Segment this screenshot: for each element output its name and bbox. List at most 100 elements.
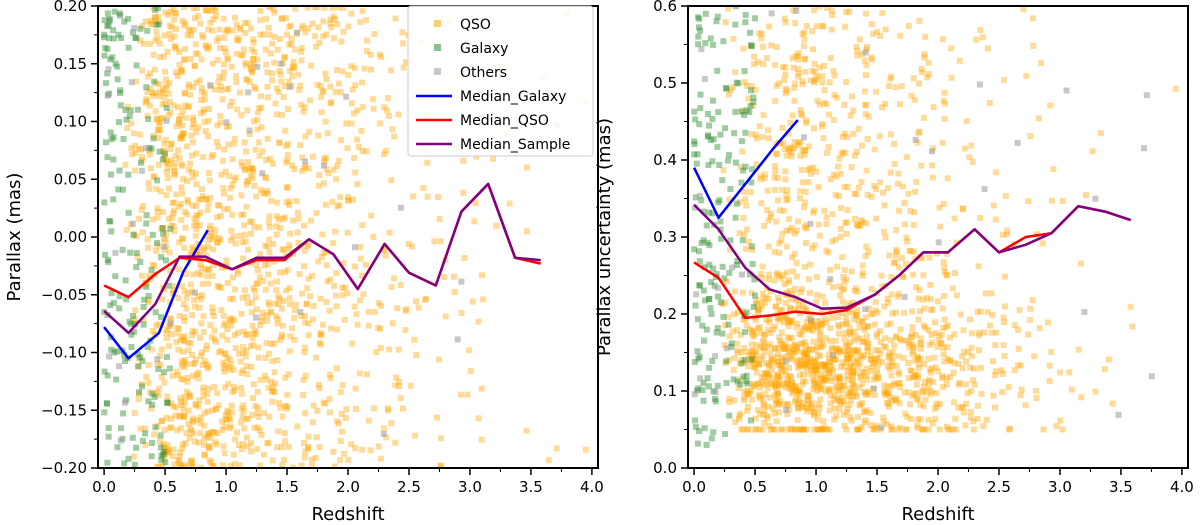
- uncertainty-qso-point: [782, 85, 789, 92]
- parallax-qso-point: [177, 449, 183, 456]
- parallax-galaxy-point: [116, 293, 123, 300]
- uncertainty-qso-point: [776, 334, 783, 341]
- uncertainty-qso-point: [731, 355, 738, 362]
- parallax-qso-point: [137, 37, 144, 44]
- uncertainty-galaxy-point: [719, 177, 726, 184]
- uncertainty-qso-point: [793, 6, 800, 10]
- parallax-qso-point: [153, 80, 160, 87]
- uncertainty-qso-point: [977, 214, 984, 221]
- uncertainty-qso-point: [819, 73, 826, 80]
- uncertainty-qso-point: [826, 407, 833, 414]
- parallax-qso-point: [315, 24, 322, 31]
- parallax-qso-point: [198, 296, 204, 303]
- parallax-qso-point: [176, 325, 182, 332]
- uncertainty-qso-point: [865, 391, 872, 398]
- uncertainty-qso-point: [811, 125, 817, 132]
- parallax-galaxy-point: [106, 218, 113, 225]
- uncertainty-qso-point: [764, 207, 771, 214]
- uncertainty-y-tick-label: 0.2: [653, 305, 677, 323]
- parallax-qso-point: [234, 35, 241, 41]
- parallax-galaxy-point: [157, 432, 164, 439]
- parallax-qso-point: [274, 199, 281, 206]
- uncertainty-qso-point: [734, 349, 741, 356]
- parallax-qso-point: [334, 162, 341, 169]
- parallax-qso-point: [478, 436, 485, 443]
- uncertainty-qso-point: [917, 308, 923, 315]
- uncertainty-qso-point: [910, 75, 917, 82]
- uncertainty-qso-point: [797, 106, 804, 113]
- parallax-qso-point: [139, 157, 146, 164]
- uncertainty-qso-point: [774, 371, 781, 378]
- parallax-qso-point: [301, 165, 308, 172]
- parallax-qso-point: [254, 109, 261, 116]
- parallax-galaxy-point: [138, 159, 144, 166]
- parallax-galaxy-point: [154, 240, 160, 246]
- parallax-qso-point: [142, 18, 149, 25]
- parallax-qso-point: [250, 395, 256, 402]
- uncertainty-qso-point: [819, 121, 826, 127]
- parallax-qso-point: [179, 190, 186, 197]
- parallax-qso-point: [188, 427, 195, 434]
- uncertainty-qso-point: [843, 276, 850, 283]
- parallax-qso-point: [217, 119, 224, 126]
- uncertainty-qso-point: [768, 356, 775, 363]
- uncertainty-galaxy-point: [720, 38, 727, 45]
- parallax-qso-point: [269, 398, 276, 405]
- legend-marker-others: [434, 68, 441, 75]
- uncertainty-qso-point: [971, 381, 978, 388]
- uncertainty-qso-point: [951, 331, 958, 338]
- uncertainty-qso-point: [791, 383, 798, 390]
- uncertainty-qso-point: [870, 31, 877, 38]
- parallax-qso-point: [166, 449, 173, 456]
- parallax-qso-point: [386, 346, 393, 353]
- uncertainty-qso-point: [885, 299, 892, 306]
- parallax-qso-point: [144, 89, 151, 95]
- parallax-qso-point: [195, 240, 202, 247]
- parallax-qso-point: [179, 236, 186, 243]
- parallax-qso-point: [210, 152, 217, 158]
- uncertainty-qso-point: [778, 382, 785, 389]
- uncertainty-galaxy-point: [722, 431, 728, 437]
- uncertainty-qso-point: [888, 426, 895, 433]
- uncertainty-qso-point: [849, 378, 856, 384]
- uncertainty-qso-point: [806, 401, 813, 408]
- uncertainty-galaxy-point: [691, 141, 698, 148]
- parallax-others-point: [163, 117, 170, 124]
- parallax-qso-point: [184, 378, 191, 385]
- parallax-qso-point: [402, 327, 409, 334]
- uncertainty-qso-point: [867, 355, 874, 362]
- parallax-qso-point: [475, 415, 482, 422]
- parallax-qso-point: [204, 398, 211, 405]
- uncertainty-qso-point: [868, 310, 875, 317]
- parallax-qso-point: [220, 313, 227, 320]
- parallax-qso-point: [136, 355, 142, 362]
- parallax-qso-point: [553, 445, 560, 452]
- uncertainty-qso-point: [874, 330, 881, 337]
- parallax-qso-point: [163, 159, 170, 166]
- parallax-qso-point: [193, 226, 200, 232]
- uncertainty-qso-point: [846, 325, 853, 332]
- parallax-x-tick-label: 0.0: [92, 478, 116, 496]
- parallax-qso-point: [283, 159, 290, 166]
- uncertainty-qso-point: [785, 349, 792, 356]
- uncertainty-galaxy-point: [696, 282, 703, 289]
- uncertainty-qso-point: [802, 361, 809, 368]
- parallax-qso-point: [188, 457, 195, 464]
- parallax-qso-point: [170, 222, 177, 229]
- uncertainty-qso-point: [802, 305, 809, 312]
- uncertainty-qso-point: [828, 377, 834, 384]
- parallax-qso-point: [243, 363, 250, 369]
- uncertainty-qso-point: [851, 337, 858, 344]
- parallax-qso-point: [230, 295, 237, 302]
- uncertainty-qso-point: [983, 416, 990, 423]
- uncertainty-qso-point: [751, 332, 758, 339]
- uncertainty-qso-point: [886, 403, 892, 410]
- parallax-qso-point: [438, 463, 445, 468]
- parallax-qso-point: [375, 443, 382, 450]
- uncertainty-qso-point: [862, 314, 869, 321]
- uncertainty-qso-point: [744, 226, 750, 233]
- parallax-qso-point: [300, 377, 307, 383]
- parallax-qso-point: [162, 68, 168, 75]
- parallax-qso-point: [199, 89, 205, 96]
- uncertainty-qso-point: [941, 269, 948, 275]
